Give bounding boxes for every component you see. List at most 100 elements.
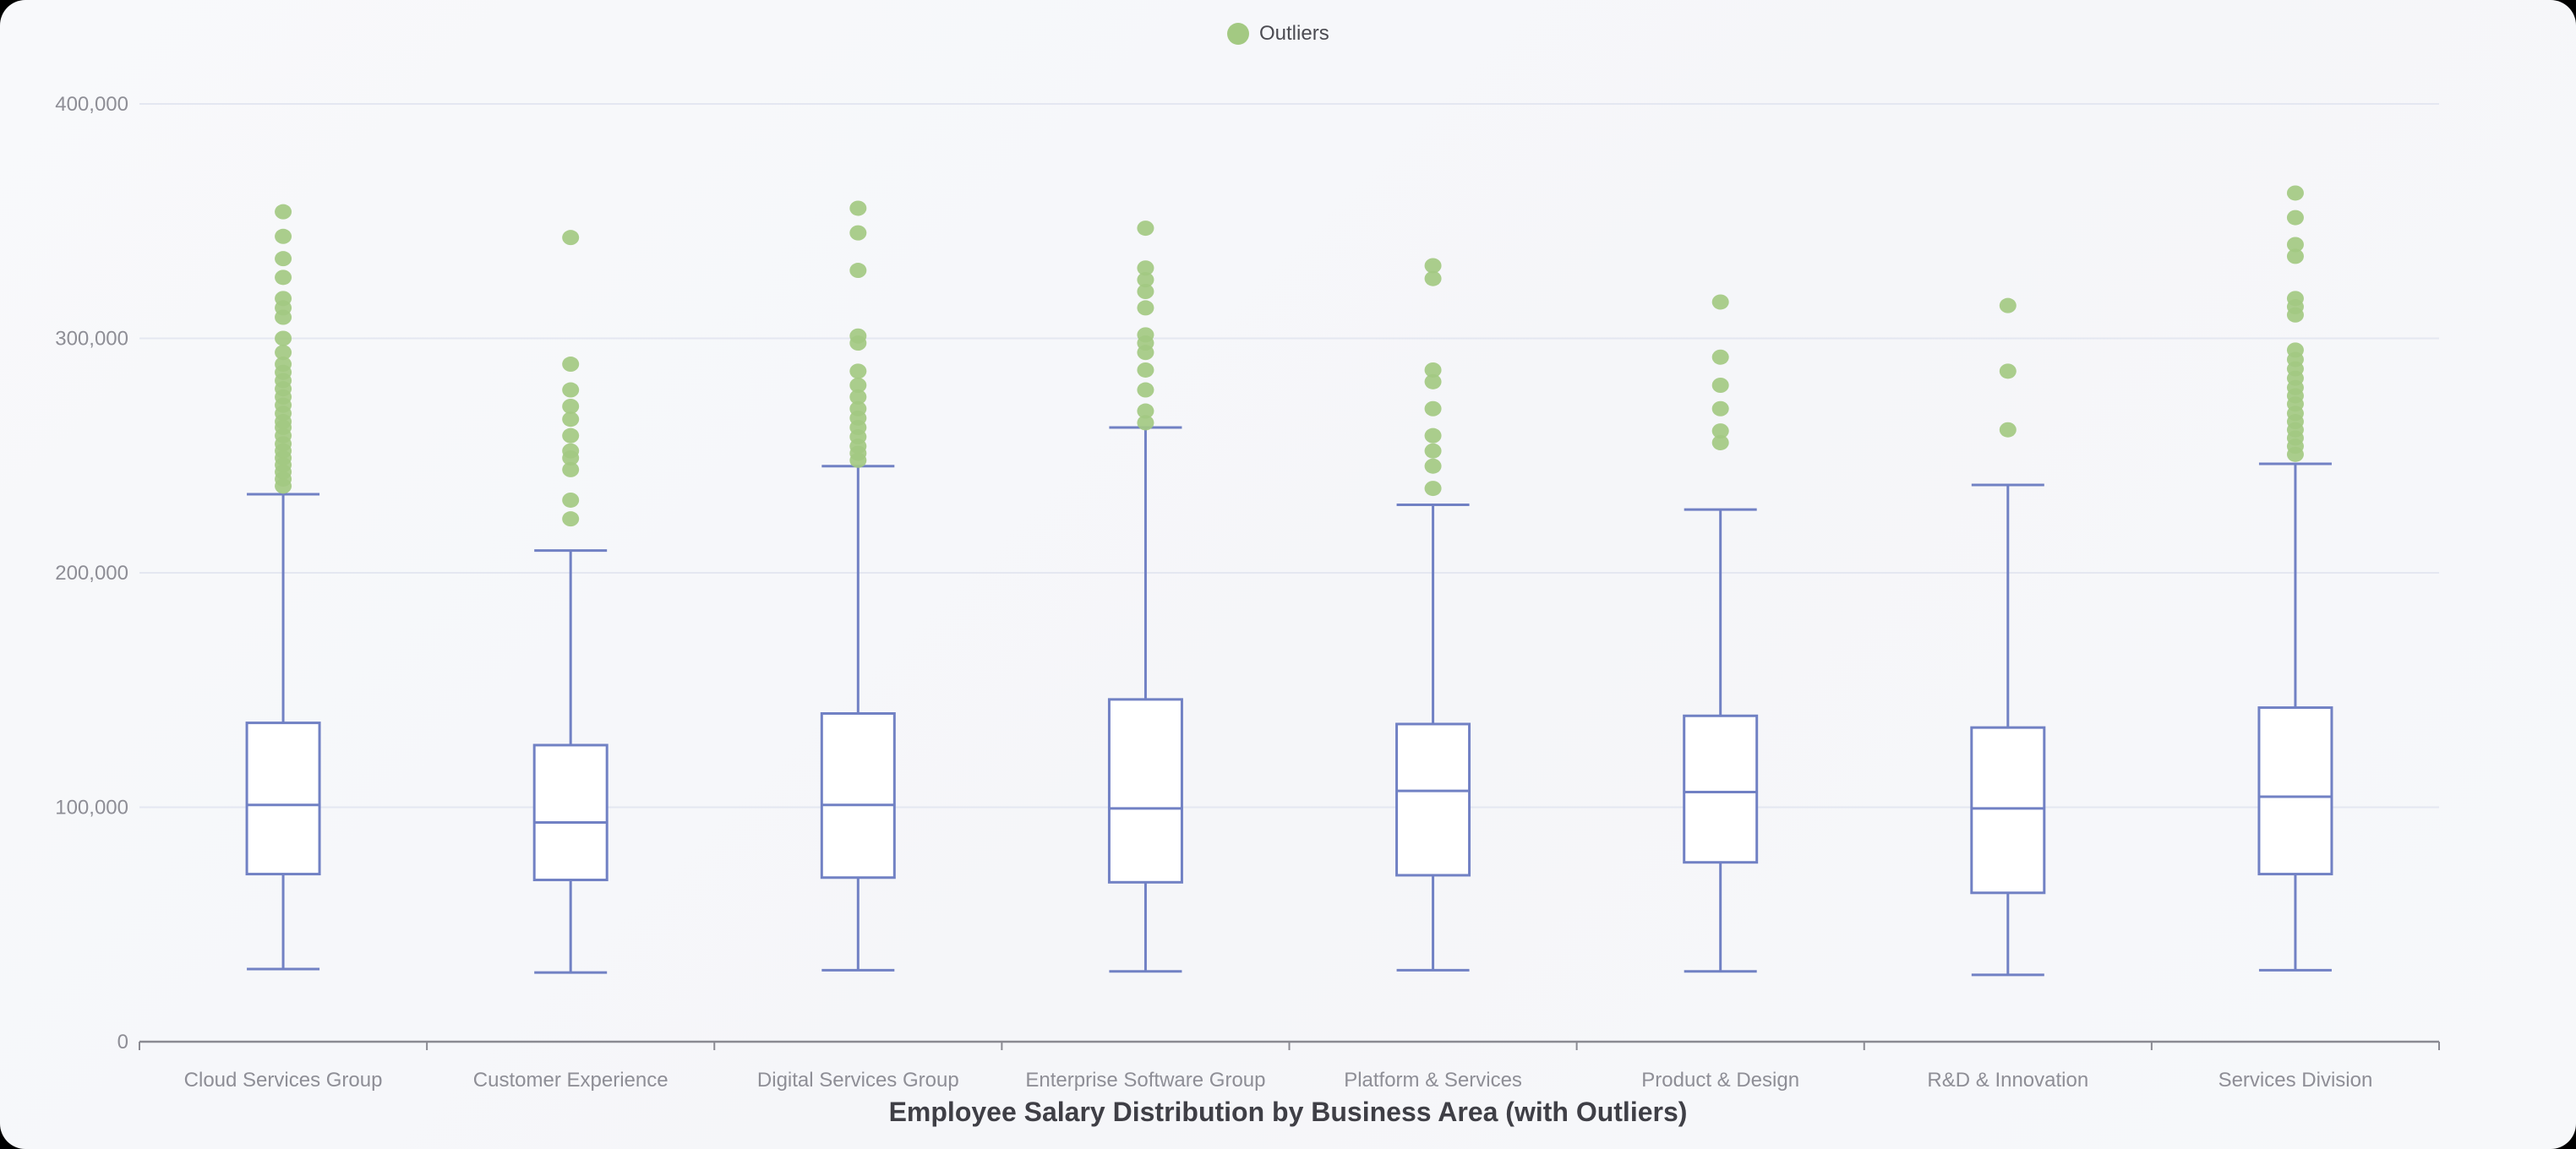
outlier-dot[interactable] bbox=[275, 345, 292, 361]
iqr-box bbox=[1683, 714, 1759, 864]
outlier-dot[interactable] bbox=[562, 357, 580, 373]
outlier-dot[interactable] bbox=[849, 363, 867, 379]
outlier-dot[interactable] bbox=[1137, 221, 1154, 237]
y-axis-tick-label: 100,000 bbox=[55, 797, 128, 820]
iqr-box bbox=[245, 722, 321, 876]
outlier-dot[interactable] bbox=[849, 452, 867, 468]
outliers-cloud-services-group[interactable] bbox=[275, 204, 292, 494]
outlier-dot[interactable] bbox=[2286, 446, 2304, 462]
y-axis-tick-label: 200,000 bbox=[55, 562, 128, 585]
boxplot-r-d-innovation[interactable] bbox=[1970, 483, 2046, 977]
outlier-dot[interactable] bbox=[1711, 434, 1729, 450]
outlier-dot[interactable] bbox=[562, 382, 580, 398]
outlier-dot[interactable] bbox=[1424, 400, 1442, 417]
outlier-dot[interactable] bbox=[1424, 481, 1442, 497]
x-axis-category-label: Customer Experience bbox=[473, 1069, 669, 1092]
x-axis-category-label: Cloud Services Group bbox=[184, 1069, 383, 1092]
outlier-dot[interactable] bbox=[562, 411, 580, 427]
iqr-box bbox=[820, 712, 896, 879]
outlier-dot[interactable] bbox=[1999, 363, 2017, 379]
iqr-box bbox=[532, 743, 609, 882]
x-axis-category-label: Product & Design bbox=[1641, 1069, 1799, 1092]
outlier-dot[interactable] bbox=[849, 225, 867, 241]
boxplot-product-design[interactable] bbox=[1683, 508, 1759, 973]
outlier-dot[interactable] bbox=[562, 427, 580, 444]
outlier-dot[interactable] bbox=[1711, 349, 1729, 365]
outlier-dot[interactable] bbox=[1137, 272, 1154, 288]
outlier-dot[interactable] bbox=[849, 389, 867, 405]
outlier-dot[interactable] bbox=[2286, 237, 2304, 253]
outlier-dot[interactable] bbox=[2286, 185, 2304, 201]
outlier-dot[interactable] bbox=[2286, 210, 2304, 226]
outlier-dot[interactable] bbox=[275, 228, 292, 244]
x-axis-category-label: Digital Services Group bbox=[757, 1069, 959, 1092]
outlier-dot[interactable] bbox=[2286, 248, 2304, 264]
iqr-box bbox=[1970, 726, 2046, 895]
outlier-dot[interactable] bbox=[849, 200, 867, 216]
outlier-dot[interactable] bbox=[849, 263, 867, 279]
outlier-dot[interactable] bbox=[562, 450, 580, 466]
outlier-dot[interactable] bbox=[1424, 373, 1442, 389]
boxplot-enterprise-software-group[interactable] bbox=[1107, 426, 1183, 973]
outlier-dot[interactable] bbox=[1424, 443, 1442, 459]
iqr-box bbox=[1107, 698, 1183, 884]
outlier-dot[interactable] bbox=[275, 251, 292, 267]
boxplot-platform-services[interactable] bbox=[1395, 504, 1471, 972]
legend-item-outliers[interactable]: Outliers bbox=[1227, 22, 1329, 46]
outlier-dot[interactable] bbox=[1424, 458, 1442, 474]
outlier-dot[interactable] bbox=[1137, 362, 1154, 378]
outlier-dot[interactable] bbox=[562, 511, 580, 527]
outlier-dot[interactable] bbox=[275, 478, 292, 494]
iqr-box bbox=[1395, 722, 1471, 877]
outlier-dot[interactable] bbox=[1137, 403, 1154, 419]
outlier-dot[interactable] bbox=[275, 270, 292, 286]
outlier-dot[interactable] bbox=[1711, 378, 1729, 393]
boxplot-digital-services-group[interactable] bbox=[820, 465, 896, 972]
outlier-dot[interactable] bbox=[849, 335, 867, 351]
outlier-dot[interactable] bbox=[1711, 294, 1729, 310]
chart-title: Employee Salary Distribution by Business… bbox=[888, 1097, 1688, 1127]
outlier-dot[interactable] bbox=[1999, 422, 2017, 438]
outlier-dot[interactable] bbox=[1137, 284, 1154, 299]
outlier-dot[interactable] bbox=[1424, 362, 1442, 378]
outlier-dot[interactable] bbox=[1711, 423, 1729, 439]
outlier-dot[interactable] bbox=[562, 461, 580, 477]
y-axis-tick-label: 0 bbox=[117, 1031, 128, 1054]
outlier-dot[interactable] bbox=[275, 204, 292, 220]
y-axis-tick-label: 300,000 bbox=[55, 328, 128, 351]
boxplot-cloud-services-group[interactable] bbox=[245, 493, 321, 971]
outlier-legend-dot-icon bbox=[1227, 23, 1249, 45]
outlier-dot[interactable] bbox=[1137, 415, 1154, 431]
outlier-dot[interactable] bbox=[1137, 260, 1154, 276]
boxplot-services-division[interactable] bbox=[2257, 462, 2333, 972]
outliers-r-d-innovation[interactable] bbox=[1999, 297, 2017, 438]
outliers-platform-services[interactable] bbox=[1424, 258, 1442, 497]
outlier-dot[interactable] bbox=[1424, 427, 1442, 444]
boxplot-customer-experience[interactable] bbox=[532, 549, 609, 974]
outlier-dot[interactable] bbox=[1424, 270, 1442, 286]
outlier-dot[interactable] bbox=[1137, 345, 1154, 361]
outlier-dot[interactable] bbox=[562, 398, 580, 414]
outlier-dot[interactable] bbox=[1999, 297, 2017, 313]
outlier-dot[interactable] bbox=[562, 230, 580, 246]
outliers-services-division[interactable] bbox=[2286, 185, 2304, 462]
legend-label: Outliers bbox=[1259, 22, 1329, 45]
outlier-dot[interactable] bbox=[562, 492, 580, 508]
outliers-product-design[interactable] bbox=[1711, 294, 1729, 450]
outlier-dot[interactable] bbox=[275, 330, 292, 346]
x-axis-category-label: Platform & Services bbox=[1344, 1069, 1522, 1092]
outlier-dot[interactable] bbox=[1137, 382, 1154, 398]
outlier-dot[interactable] bbox=[1711, 400, 1729, 417]
outlier-dot[interactable] bbox=[275, 309, 292, 325]
x-axis-category-label: R&D & Innovation bbox=[1927, 1069, 2088, 1092]
outlier-dot[interactable] bbox=[849, 378, 867, 393]
outlier-dot[interactable] bbox=[2286, 307, 2304, 323]
outliers-customer-experience[interactable] bbox=[562, 230, 580, 527]
outlier-dot[interactable] bbox=[1424, 258, 1442, 274]
y-axis-tick-label: 400,000 bbox=[55, 93, 128, 116]
outlier-dot[interactable] bbox=[1137, 300, 1154, 316]
outliers-digital-services-group[interactable] bbox=[849, 200, 867, 468]
outliers-enterprise-software-group[interactable] bbox=[1137, 221, 1154, 431]
